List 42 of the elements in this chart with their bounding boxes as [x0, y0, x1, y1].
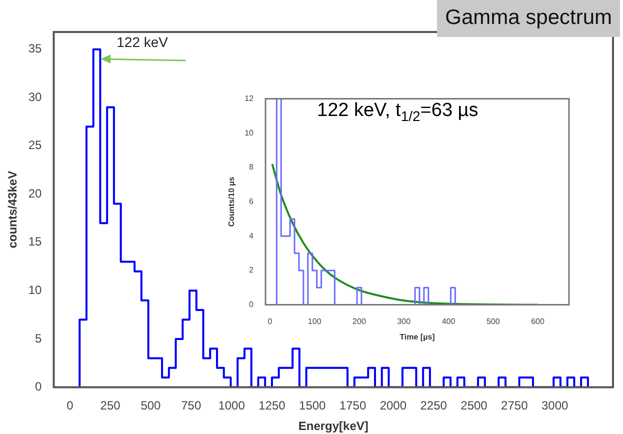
chart-title: Gamma spectrum	[437, 0, 620, 37]
y-tick-label: 30	[28, 90, 42, 104]
x-tick-label: 250	[100, 398, 121, 413]
y-tick-label: 20	[28, 186, 42, 200]
x-axis-title: Time [µs]	[400, 332, 436, 342]
x-tick-label: 2500	[460, 398, 488, 413]
y-tick-label: 0	[35, 380, 42, 394]
x-tick-label: 2000	[380, 398, 407, 413]
x-tick-label: 1000	[218, 398, 246, 413]
y-tick-label: 4	[249, 231, 254, 240]
y-tick-label: 25	[28, 138, 42, 152]
x-tick-label: 1500	[299, 398, 326, 413]
x-tick-label: 1250	[258, 398, 286, 413]
annotation: 122 keV, t$_{1/2}$=63 µs	[317, 100, 478, 124]
x-tick-label: 3000	[541, 398, 568, 413]
x-tick-label: 0	[268, 316, 273, 326]
x-tick-label: 400	[442, 316, 456, 326]
y-tick-label: 12	[244, 94, 254, 104]
x-axis-title: Energy[keV]	[298, 419, 368, 434]
x-tick-label: 2250	[420, 398, 448, 413]
x-tick-label: 0	[66, 398, 74, 413]
y-tick-label: 2	[249, 266, 254, 275]
x-tick-label: 500	[140, 398, 162, 413]
x-tick-label: 200	[352, 316, 366, 326]
y-axis-title: counts/43keV	[6, 170, 20, 248]
x-tick-label: 300	[397, 316, 412, 326]
y-axis-title: Counts/10 µs	[227, 176, 236, 227]
y-tick-label: 10	[244, 128, 254, 138]
y-tick-label: 15	[28, 234, 42, 249]
x-tick-label: 750	[181, 398, 202, 413]
annotation: 122 keV	[116, 34, 169, 50]
y-tick-label: 0	[249, 300, 254, 310]
x-tick-label: 100	[308, 316, 322, 326]
y-tick-label: 5	[35, 331, 42, 346]
x-tick-label: 1750	[339, 398, 366, 413]
y-tick-label: 35	[28, 42, 42, 56]
y-tick-label: 8	[249, 162, 254, 172]
y-tick-label: 6	[249, 197, 254, 206]
x-tick-label: 600	[531, 316, 545, 326]
y-tick-label: 10	[28, 282, 42, 297]
x-tick-label: 500	[486, 316, 500, 326]
x-tick-label: 2750	[501, 398, 528, 413]
